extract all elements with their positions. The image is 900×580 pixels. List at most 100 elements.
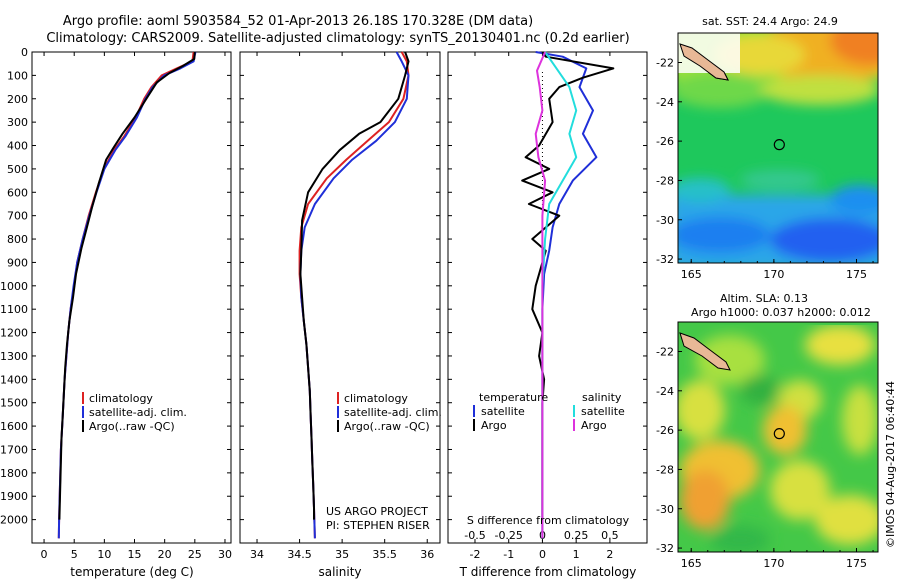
x-tick-label: 34.5 (287, 548, 312, 561)
map-y-tick-label: -28 (656, 463, 674, 476)
depth-tick-label: 500 (7, 163, 28, 176)
legend-label-s-satellite: satellite (581, 405, 625, 418)
depth-tick-label: 800 (7, 233, 28, 246)
map-y-tick-label: -32 (656, 542, 674, 555)
x-tick-label: 15 (128, 548, 142, 561)
temperature-axis-label: temperature (deg C) (70, 565, 193, 579)
depth-tick-label: 1300 (0, 350, 28, 363)
depth-axis: 0 100 200 300 400 500 600 700 800 900 1000 1100 1200… (0, 46, 28, 527)
difference-legend: temperature salinity satellite Argo sate… (473, 391, 625, 432)
series-line-s-satellite (541, 51, 578, 539)
sla-map-title-line2: Argo h1000: 0.037 h2000: 0.012 (691, 306, 871, 319)
sst-map-axes: 165 170 175 -22 -24 -26 -28 -30 -32 (656, 56, 874, 281)
figure-title-line2: Climatology: CARS2009. Satellite-adjuste… (46, 31, 629, 46)
temperature-plot: 0 5 10 15 20 25 30 (32, 51, 232, 561)
depth-tick-label: 200 (7, 93, 28, 106)
series-line-satellite-adj-clim- (299, 51, 410, 539)
argo-float-marker (773, 428, 785, 440)
series-line-climatology (57, 51, 195, 539)
difference-plot: -2 -1 0 1 2-0.5 -0.25 0 0.25 0.5 (448, 51, 647, 561)
depth-tick-label: 1200 (0, 327, 28, 340)
x-tick-label: 0 (539, 548, 546, 561)
s-diff-tick-label: -0.5 (464, 529, 485, 542)
x-tick-label: 25 (188, 548, 202, 561)
map-y-tick-label: -22 (656, 345, 674, 358)
depth-tick-label: 100 (7, 69, 28, 82)
x-tick-label: 0 (41, 548, 48, 561)
depth-tick-label: 1500 (0, 397, 28, 410)
map-x-tick-label: 175 (846, 268, 867, 281)
x-tick-label: 34 (250, 548, 264, 561)
x-tick-label: -2 (469, 548, 480, 561)
sla-map-frame (677, 321, 879, 553)
new-caledonia-landmass (679, 332, 731, 371)
x-tick-label: 36 (420, 548, 434, 561)
map-y-tick-label: -26 (656, 424, 674, 437)
depth-tick-label: 400 (7, 140, 28, 153)
sla-map-title-line1: Altim. SLA: 0.13 (720, 292, 808, 305)
depth-tick-label: 2000 (0, 514, 28, 527)
legend-label-satellite: satellite-adj. clim. (89, 406, 187, 419)
series-line-argo-raw-qc- (299, 51, 410, 520)
difference-panel-frame (447, 51, 648, 544)
salinity-panel-frame (239, 51, 441, 544)
map-y-tick-label: -26 (656, 135, 674, 148)
depth-tick-label: 1100 (0, 303, 28, 316)
new-caledonia-landmass (679, 43, 729, 81)
series-line-satellite-adj-clim- (57, 51, 197, 539)
sla-field-patches (678, 325, 878, 552)
legend-label-satellite: satellite-adj. clim. (344, 406, 442, 419)
figure-title-line1: Argo profile: aoml 5903584_52 01-Apr-201… (63, 14, 533, 29)
project-pi: PI: STEPHEN RISER (326, 519, 430, 532)
depth-tick-label: 1900 (0, 490, 28, 503)
depth-tick-label: 1400 (0, 373, 28, 386)
x-tick-label: 10 (97, 548, 111, 561)
legend-label-s-argo: Argo (581, 419, 607, 432)
map-y-tick-label: -30 (656, 503, 674, 516)
depth-tick-label: 0 (21, 46, 28, 59)
sst-map (678, 33, 878, 263)
x-tick-label: -1 (503, 548, 514, 561)
series-line-t-satellite (535, 51, 598, 539)
map-y-tick-label: -28 (656, 174, 674, 187)
s-diff-tick-label: 0.5 (601, 529, 619, 542)
legend-header-salinity: salinity (582, 391, 622, 404)
map-x-tick-label: 165 (681, 557, 702, 570)
s-diff-tick-label: -0.25 (494, 529, 522, 542)
temperature-legend: climatology satellite-adj. clim. Argo(..… (82, 392, 187, 433)
depth-tick-label: 1000 (0, 280, 28, 293)
map-y-tick-label: -30 (656, 214, 674, 227)
depth-tick-label: 1600 (0, 420, 28, 433)
sla-map-axes: 165 170 175 -22 -24 -26 -28 -30 -32 (656, 345, 874, 570)
map-y-tick-label: -32 (656, 253, 674, 266)
argo-float-marker (773, 139, 785, 151)
sst-map-title: sat. SST: 24.4 Argo: 24.9 (702, 15, 838, 28)
project-name: US ARGO PROJECT (326, 505, 428, 518)
temperature-panel-frame (31, 51, 232, 544)
t-difference-axis-label: T difference from climatology (459, 565, 637, 579)
map-y-tick-label: -24 (656, 385, 674, 398)
x-tick-label: 30 (218, 548, 232, 561)
s-diff-tick-label: 0.25 (564, 529, 589, 542)
depth-tick-label: 900 (7, 256, 28, 269)
imos-timestamp: ©IMOS 04-Aug-2017 06:40:44 (884, 381, 897, 548)
series-line-t-argo (521, 51, 615, 520)
x-tick-label: 35 (335, 548, 349, 561)
depth-tick-label: 700 (7, 210, 28, 223)
legend-label-argo: Argo(..raw -QC) (89, 420, 175, 433)
x-tick-label: 20 (158, 548, 172, 561)
x-tick-label: 35.5 (372, 548, 397, 561)
sst-map-frame (677, 32, 879, 264)
map-y-tick-label: -22 (656, 56, 674, 69)
x-tick-label: 5 (71, 548, 78, 561)
depth-tick-label: 1800 (0, 467, 28, 480)
legend-label-t-satellite: satellite (481, 405, 525, 418)
legend-label-t-argo: Argo (481, 419, 507, 432)
map-x-tick-label: 175 (846, 557, 867, 570)
s-difference-axis-label: S difference from climatology (467, 514, 630, 527)
legend-header-temperature: temperature (479, 391, 548, 404)
series-line-argo-raw-qc- (58, 51, 196, 520)
depth-tick-label: 600 (7, 186, 28, 199)
legend-label-climatology: climatology (344, 392, 408, 405)
